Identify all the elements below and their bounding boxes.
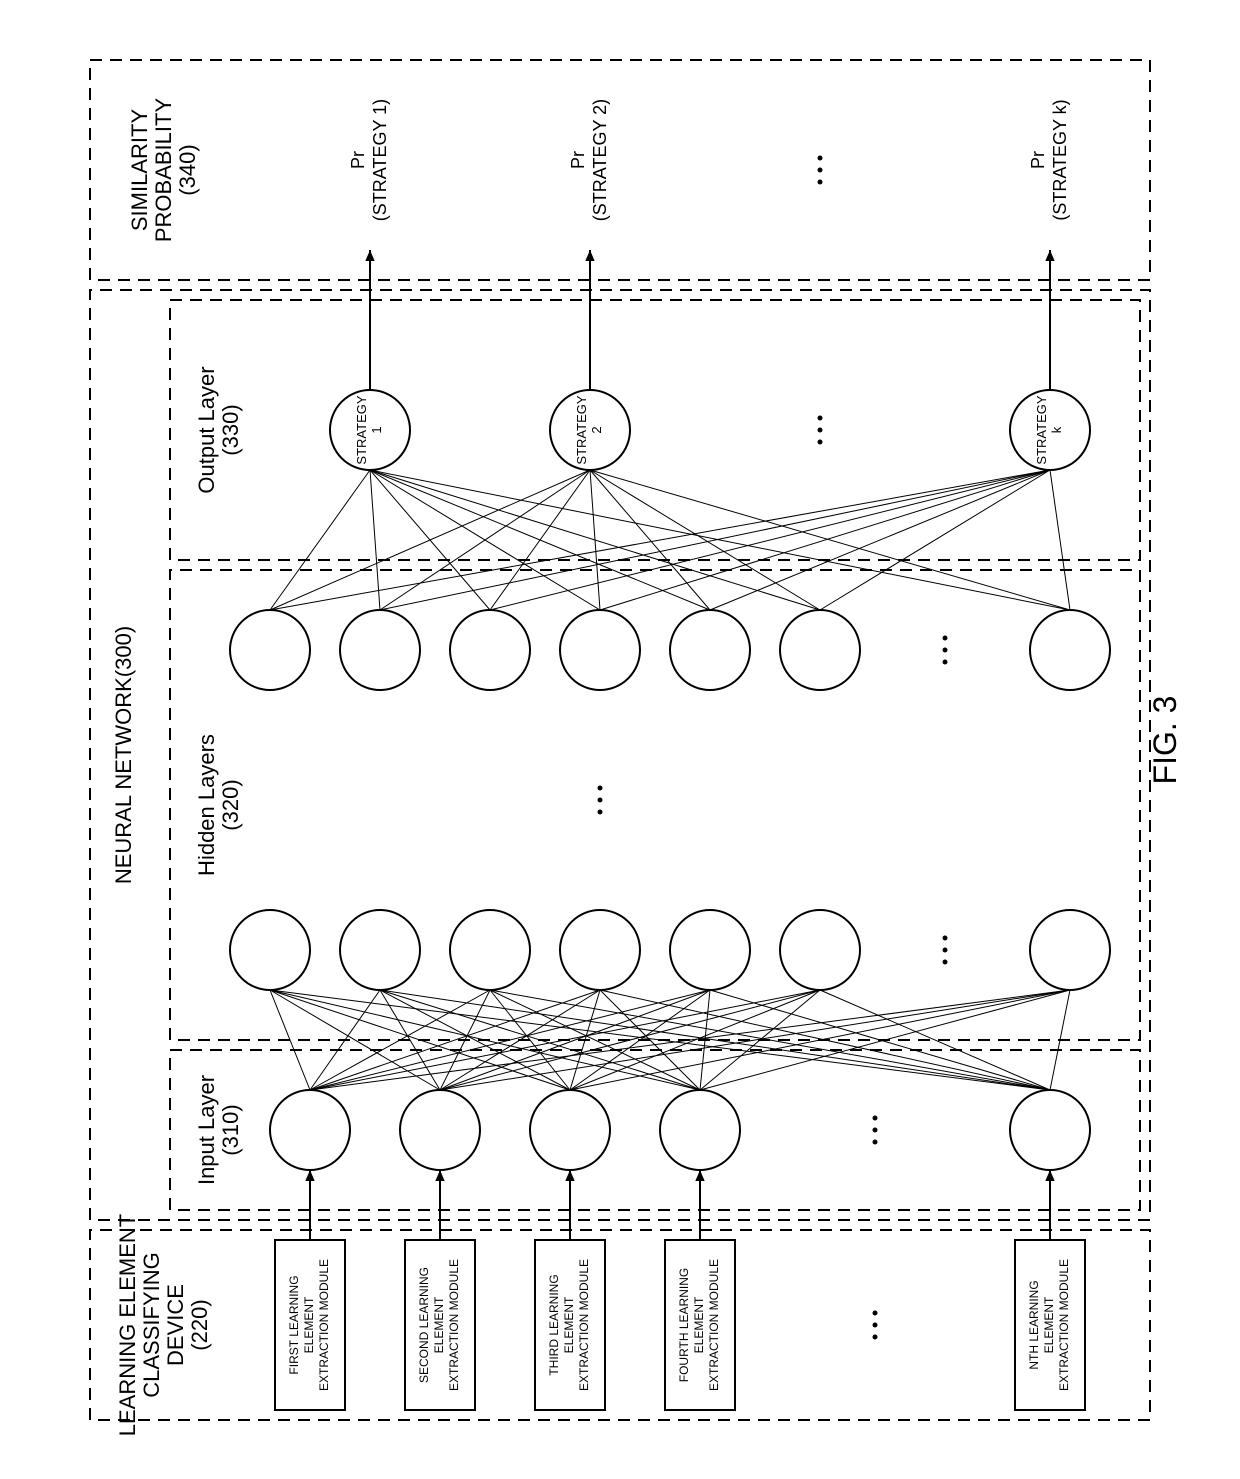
svg-text:(STRATEGY 2): (STRATEGY 2) [590, 98, 610, 220]
diagram-svg: LEARNING ELEMENTCLASSIFYINGDEVICE(220) NE… [70, 40, 1170, 1440]
svg-text:ELEMENT: ELEMENT [692, 1295, 706, 1352]
svg-text:CLASSIFYING: CLASSIFYING [139, 1252, 164, 1397]
svg-text:Pr: Pr [568, 150, 588, 168]
svg-text:SECOND LEARNING: SECOND LEARNING [417, 1266, 431, 1382]
svg-text:Input Layer: Input Layer [194, 1074, 219, 1184]
svg-text:(340): (340) [175, 144, 200, 195]
svg-text:EXTRACTION MODULE: EXTRACTION MODULE [317, 1258, 331, 1390]
svg-text:STRATEGY: STRATEGY [1034, 395, 1049, 464]
svg-text:EXTRACTION MODULE: EXTRACTION MODULE [707, 1258, 721, 1390]
svg-text:SIMILARITY: SIMILARITY [127, 108, 152, 231]
svg-text:ELEMENT: ELEMENT [302, 1295, 316, 1352]
svg-text:Pr: Pr [1028, 150, 1048, 168]
svg-text:k: k [1049, 426, 1064, 433]
figure-label: FIG. 3 [1147, 695, 1184, 784]
svg-text:EXTRACTION MODULE: EXTRACTION MODULE [577, 1258, 591, 1390]
svg-text:ELEMENT: ELEMENT [432, 1295, 446, 1352]
svg-text:THIRD LEARNING: THIRD LEARNING [547, 1274, 561, 1375]
svg-text:ELEMENT: ELEMENT [1042, 1295, 1056, 1352]
svg-text:(320): (320) [218, 779, 243, 830]
svg-text:(330): (330) [218, 404, 243, 455]
svg-text:EXTRACTION MODULE: EXTRACTION MODULE [1057, 1258, 1071, 1390]
svg-text:Output Layer: Output Layer [194, 366, 219, 493]
svg-text:NEURAL NETWORK(300): NEURAL NETWORK(300) [111, 625, 136, 883]
svg-text:STRATEGY: STRATEGY [574, 395, 589, 464]
svg-text:2: 2 [589, 426, 604, 433]
svg-text:Hidden Layers: Hidden Layers [194, 734, 219, 876]
svg-text:LEARNING ELEMENT: LEARNING ELEMENT [115, 1213, 140, 1436]
svg-text:FIRST LEARNING: FIRST LEARNING [287, 1275, 301, 1374]
svg-text:(STRATEGY 1): (STRATEGY 1) [370, 98, 390, 220]
svg-text:DEVICE: DEVICE [163, 1284, 188, 1366]
svg-text:FOURTH LEARNING: FOURTH LEARNING [677, 1267, 691, 1381]
svg-text:Pr: Pr [348, 150, 368, 168]
svg-text:PROBABILITY: PROBABILITY [151, 97, 176, 242]
svg-text:EXTRACTION MODULE: EXTRACTION MODULE [447, 1258, 461, 1390]
svg-text:(220): (220) [187, 1299, 212, 1350]
svg-text:STRATEGY: STRATEGY [354, 395, 369, 464]
svg-text:ELEMENT: ELEMENT [562, 1295, 576, 1352]
neural-network-diagram: LEARNING ELEMENTCLASSIFYINGDEVICE(220) NE… [70, 40, 1170, 1440]
svg-text:(STRATEGY k): (STRATEGY k) [1050, 99, 1070, 220]
svg-text:1: 1 [369, 426, 384, 433]
svg-text:NTH LEARNING: NTH LEARNING [1027, 1280, 1041, 1369]
svg-text:(310): (310) [218, 1104, 243, 1155]
